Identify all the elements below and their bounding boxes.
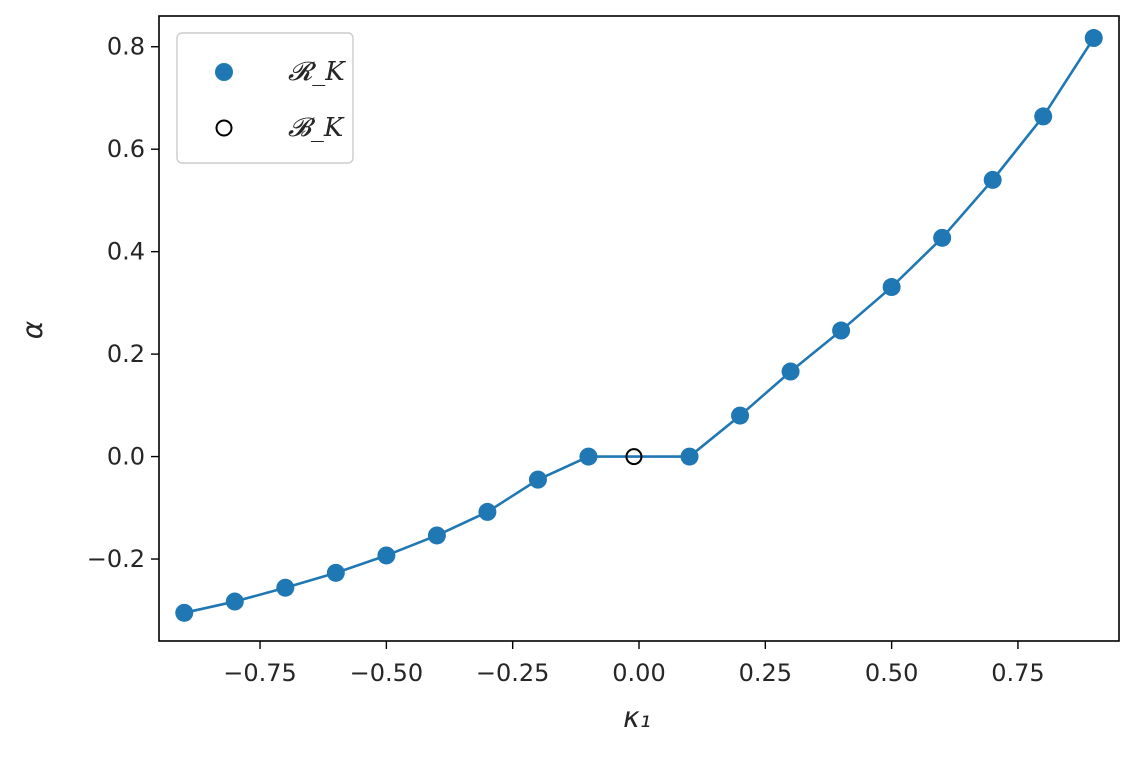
data-point-rk: [1084, 29, 1103, 48]
y-tick-label: 0.0: [107, 443, 145, 471]
data-point-rk: [579, 447, 598, 466]
data-point-rk: [983, 170, 1002, 189]
data-point-rk: [377, 546, 396, 565]
data-point-rk: [832, 321, 851, 340]
legend-box: [176, 32, 354, 164]
data-point-rk: [882, 278, 901, 297]
y-tick-label: −0.2: [87, 545, 145, 573]
x-tick-label: −0.75: [223, 659, 297, 687]
axes: −0.75 −0.50 −0.25 0.00 0.25 0.50 0.75 −0.2 0.0 0.…: [87, 15, 1120, 687]
x-tick-label: −0.50: [350, 659, 424, 687]
data-point-rk: [731, 406, 750, 425]
data-point-rk: [225, 592, 244, 611]
y-axis-label: α: [16, 320, 49, 339]
legend-label-rk: 𝓡_K: [288, 57, 346, 87]
data-point-rk: [427, 526, 446, 545]
data-point-rk: [528, 470, 547, 489]
data-point-rk: [1034, 107, 1053, 126]
data-point-rk: [276, 578, 295, 597]
y-tick-label: 0.8: [107, 33, 145, 61]
data-point-rk: [781, 362, 800, 381]
x-tick-label: 0.75: [991, 659, 1044, 687]
data-point-rk: [175, 603, 194, 622]
x-axis-label: κ₁: [623, 701, 651, 734]
plot-area: [175, 29, 1103, 622]
data-point-rk: [326, 563, 345, 582]
y-tick-label: 0.6: [107, 135, 145, 163]
data-point-bk: [625, 448, 643, 466]
y-tick-label: 0.2: [107, 340, 145, 368]
legend-label-bk: 𝓑_K: [288, 113, 345, 143]
x-tick-label: −0.25: [476, 659, 550, 687]
x-tick-label: 0.00: [612, 659, 665, 687]
legend-marker-rk: [215, 63, 233, 81]
legend: 𝓡_K 𝓑_K: [176, 32, 354, 164]
y-tick-label: 0.4: [107, 238, 145, 266]
x-tick-label: 0.50: [865, 659, 918, 687]
x-tick-label: 0.25: [739, 659, 792, 687]
legend-marker-bk: [215, 119, 233, 137]
data-point-rk: [933, 228, 952, 247]
data-point-rk: [478, 502, 497, 521]
data-point-rk: [680, 447, 699, 466]
